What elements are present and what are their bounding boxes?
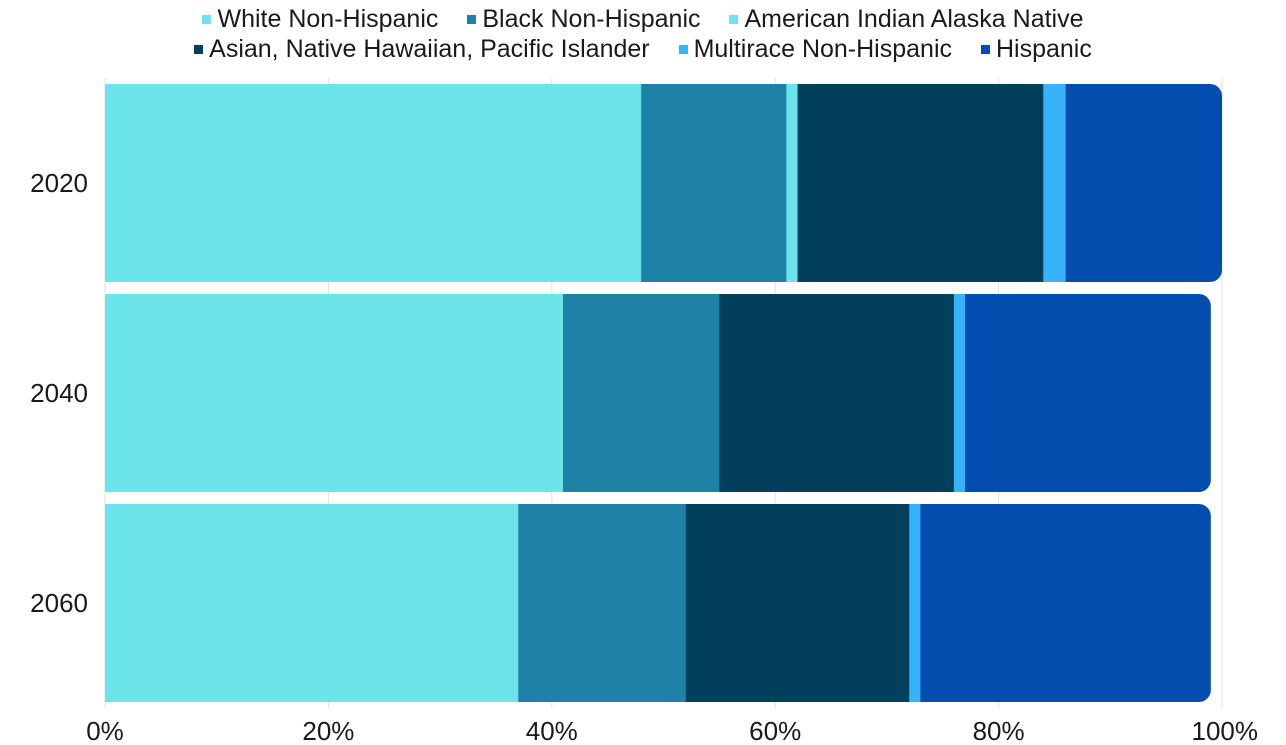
bar-segment [909,504,921,702]
legend-label: Asian, Native Hawaiian, Pacific Islander [209,35,650,63]
legend-swatch-asian-icon [194,45,204,54]
x-tick-label: 40% [526,716,578,745]
bar-segment [920,504,1211,702]
legend-label: Hispanic [995,35,1092,63]
bar-group [105,84,1222,282]
bar-segment [797,84,1044,282]
legend: White Non-Hispanic Black Non-Hispanic Am… [0,2,1286,34]
bar-segment [562,294,720,492]
legend-label: Black Non-Hispanic [482,5,701,33]
bar-group [105,504,1211,702]
bar-segment [1043,84,1067,282]
bar-segment [641,84,787,282]
bar-segment [105,294,564,492]
bar-group [105,294,1211,492]
legend-swatch-multirace-icon [678,45,688,54]
bar-segment [1065,84,1222,282]
legend-item: Multirace Non-Hispanic [678,35,953,64]
legend-item: Asian, Native Hawaiian, Pacific Islander [194,35,650,64]
bar-segment [953,294,966,492]
legend-label: Multirace Non-Hispanic [693,35,953,63]
legend-item: American Indian Alaska Native [729,5,1084,34]
y-tick-label: 2040 [30,378,88,408]
legend-item: Hispanic [980,35,1092,64]
legend-swatch-white-icon [202,15,212,24]
bar-segment [105,504,519,702]
legend-swatch-american-indian-icon [729,15,739,24]
bar-segment [965,294,1211,492]
bar-segment [719,294,955,492]
bar-segment [518,504,687,702]
y-tick-label: 2020 [30,168,88,198]
bar-segment [105,84,642,282]
legend-row-2: Asian, Native Hawaiian, Pacific Islander… [0,32,1286,64]
legend-item: White Non-Hispanic [202,5,438,34]
x-tick-label: 20% [302,716,354,745]
legend-label: White Non-Hispanic [217,5,439,33]
legend-swatch-black-icon [467,15,477,24]
x-tick-label: 0% [86,716,124,745]
legend-swatch-hispanic-icon [980,45,990,54]
legend-label: American Indian Alaska Native [744,5,1084,33]
x-tick-label: 80% [973,716,1025,745]
x-tick-label: 60% [749,716,801,745]
x-tick-label: 100% [1192,716,1259,745]
legend-item: Black Non-Hispanic [467,5,701,34]
bar-segment [685,504,910,702]
y-tick-label: 2060 [30,588,88,618]
bar-segment [786,84,799,282]
